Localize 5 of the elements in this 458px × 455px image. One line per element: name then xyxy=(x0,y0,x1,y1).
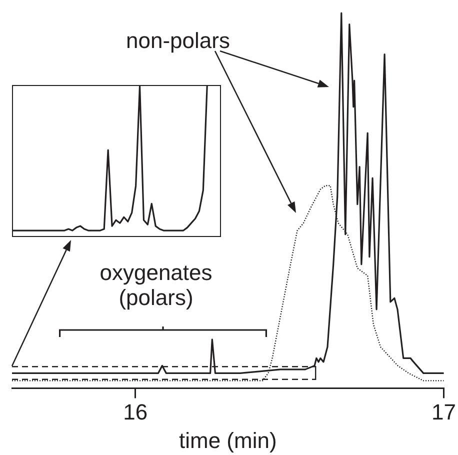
x-tick-label: 17 xyxy=(432,399,456,424)
annotation: non-polars xyxy=(125,28,231,53)
annotation: oxygenates (polars) xyxy=(98,260,214,310)
x-axis-title: time (min) xyxy=(178,428,277,453)
x-tick-label: 16 xyxy=(123,399,148,424)
